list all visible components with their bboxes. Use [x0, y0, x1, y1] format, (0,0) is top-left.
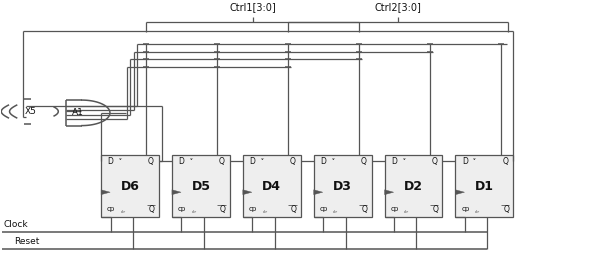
Text: cp: cp	[249, 206, 257, 212]
Bar	[172, 155, 230, 217]
Polygon shape	[101, 190, 110, 195]
Text: D5: D5	[191, 180, 210, 193]
Text: Q: Q	[432, 157, 437, 166]
Polygon shape	[172, 190, 181, 195]
Text: sr: sr	[473, 157, 477, 161]
Text: D: D	[320, 157, 326, 166]
Text: clr: clr	[333, 210, 339, 214]
Text: cp: cp	[391, 206, 399, 212]
Text: clr: clr	[121, 210, 126, 214]
Polygon shape	[314, 190, 323, 195]
Text: Q: Q	[502, 157, 508, 166]
Polygon shape	[385, 190, 394, 195]
Text: Ctrl2[3:0]: Ctrl2[3:0]	[374, 2, 422, 12]
Text: D1: D1	[475, 180, 494, 193]
Text: Q: Q	[149, 205, 155, 214]
Text: D: D	[249, 157, 255, 166]
Text: sr: sr	[189, 157, 194, 161]
Text: D: D	[462, 157, 468, 166]
Text: A1: A1	[72, 108, 84, 117]
Text: Q: Q	[291, 205, 297, 214]
Text: cp: cp	[461, 206, 469, 212]
Bar	[385, 155, 442, 217]
Bar	[243, 155, 301, 217]
Bar	[455, 155, 513, 217]
Text: Q: Q	[432, 205, 438, 214]
Text: cp: cp	[107, 206, 115, 212]
Text: sr: sr	[260, 157, 265, 161]
Text: Q: Q	[362, 205, 368, 214]
Text: D: D	[178, 157, 184, 166]
Text: Q: Q	[289, 157, 295, 166]
Text: Q: Q	[220, 205, 226, 214]
Polygon shape	[455, 190, 465, 195]
Text: clr: clr	[191, 210, 197, 214]
Polygon shape	[243, 190, 252, 195]
Text: D: D	[108, 157, 114, 166]
Text: sr: sr	[403, 157, 406, 161]
Text: D2: D2	[404, 180, 423, 193]
Text: clr: clr	[404, 210, 409, 214]
Text: X5: X5	[25, 107, 37, 116]
Text: clr: clr	[262, 210, 268, 214]
Text: D6: D6	[121, 180, 140, 193]
Text: sr: sr	[332, 157, 336, 161]
Text: D4: D4	[262, 180, 281, 193]
Text: Reset: Reset	[14, 237, 39, 246]
Text: Q: Q	[503, 205, 509, 214]
Text: Q: Q	[218, 157, 224, 166]
Text: D3: D3	[333, 180, 352, 193]
Text: sr: sr	[119, 157, 123, 161]
Text: Clock: Clock	[3, 220, 28, 229]
Text: D: D	[391, 157, 397, 166]
Text: Q: Q	[361, 157, 366, 166]
Text: cp: cp	[320, 206, 328, 212]
Text: clr: clr	[475, 210, 480, 214]
Bar	[101, 155, 159, 217]
Text: Q: Q	[148, 157, 154, 166]
Text: Ctrl1[3:0]: Ctrl1[3:0]	[229, 2, 276, 12]
Bar	[314, 155, 372, 217]
Text: cp: cp	[178, 206, 186, 212]
